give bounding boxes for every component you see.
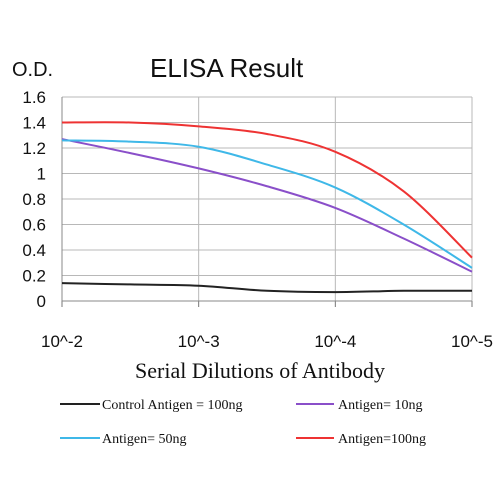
- series-line-3: [61, 139, 473, 269]
- x-tick-label: 10^-4: [314, 332, 356, 351]
- y-tick-label: 1.2: [22, 139, 46, 158]
- y-axis-label: O.D.: [12, 59, 53, 81]
- y-tick-label: 1.6: [22, 88, 46, 107]
- series-line-4: [61, 121, 473, 259]
- legend-label: Antigen=100ng: [338, 432, 426, 447]
- y-tick-label: 1.4: [22, 114, 46, 133]
- y-tick-label: 0: [37, 292, 46, 311]
- y-tick-label: 0.6: [22, 216, 46, 235]
- legend-label: Antigen= 50ng: [102, 432, 187, 447]
- legend: Control Antigen = 100ng Antigen= 10ng Anti…: [60, 398, 426, 447]
- y-tick-label: 0.2: [22, 267, 46, 286]
- series-line-2: [61, 138, 473, 273]
- y-tick-label: 0.4: [22, 241, 46, 260]
- series-line-1: [61, 282, 473, 294]
- x-axis-title: Serial Dilutions of Antibody: [135, 358, 385, 383]
- chart-title: ELISA Result: [150, 53, 304, 83]
- x-tick-labels: 10^-2 10^-3 10^-4 10^-5: [41, 332, 493, 351]
- y-tick-label: 0.8: [22, 190, 46, 209]
- y-tick-label: 1: [37, 165, 46, 184]
- legend-label: Control Antigen = 100ng: [102, 398, 243, 413]
- x-tick-label: 10^-3: [178, 332, 220, 351]
- grid-lines: [61, 96, 473, 302]
- x-tick-label: 10^-5: [451, 332, 493, 351]
- series-lines: [61, 121, 473, 294]
- legend-label: Antigen= 10ng: [338, 398, 423, 413]
- y-tick-labels: 0 0.2 0.4 0.6 0.8 1 1.2 1.4 1.6: [22, 88, 46, 311]
- x-tick-label: 10^-2: [41, 332, 83, 351]
- axes: [61, 97, 473, 307]
